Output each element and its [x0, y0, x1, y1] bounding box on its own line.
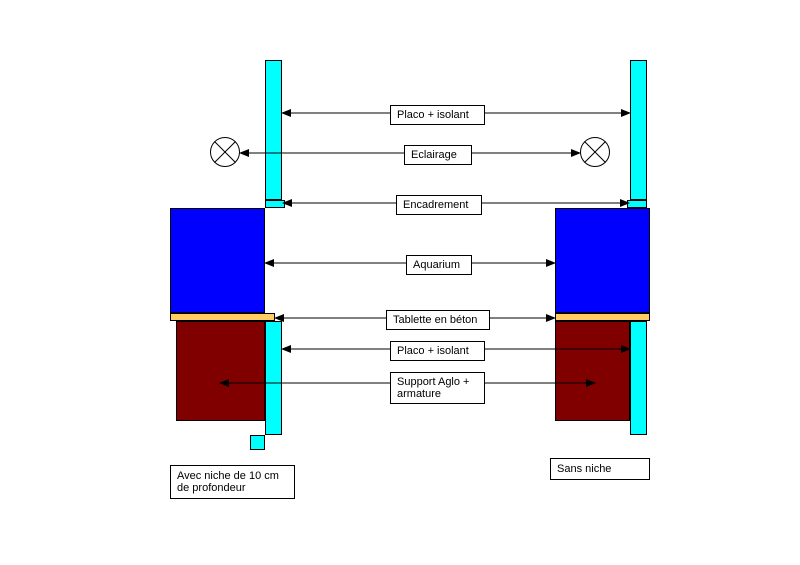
lamp-left-icon	[210, 137, 240, 167]
left-encadrement	[265, 200, 285, 208]
right-tablette	[555, 313, 650, 321]
label-eclairage: Eclairage	[404, 145, 472, 165]
arrows-layer	[0, 0, 800, 565]
right-aquarium	[555, 208, 650, 313]
left-support	[176, 321, 265, 421]
label-tablette: Tablette en béton	[386, 310, 490, 330]
label-support: Support Aglo + armature	[390, 372, 485, 404]
left-tablette	[170, 313, 275, 321]
caption-right: Sans niche	[550, 458, 650, 480]
lamp-right-icon	[580, 137, 610, 167]
right-placo-top	[630, 60, 647, 200]
left-placo-foot	[250, 435, 265, 450]
left-placo-top	[265, 60, 282, 200]
diagram-canvas: Placo + isolant Eclairage Encadrement Aq…	[0, 0, 800, 565]
caption-left: Avec niche de 10 cm de profondeur	[170, 465, 295, 499]
right-support	[555, 321, 630, 421]
label-placo-top: Placo + isolant	[390, 105, 485, 125]
label-placo-bot: Placo + isolant	[390, 341, 485, 361]
left-aquarium	[170, 208, 265, 313]
right-encadrement	[627, 200, 647, 208]
label-encadrement: Encadrement	[396, 195, 482, 215]
left-placo-bot	[265, 321, 282, 435]
right-placo-bot	[630, 321, 647, 435]
label-aquarium: Aquarium	[406, 255, 472, 275]
